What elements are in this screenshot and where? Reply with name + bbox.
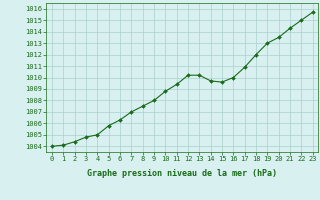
Text: Graphe pression niveau de la mer (hPa): Graphe pression niveau de la mer (hPa): [87, 169, 277, 178]
